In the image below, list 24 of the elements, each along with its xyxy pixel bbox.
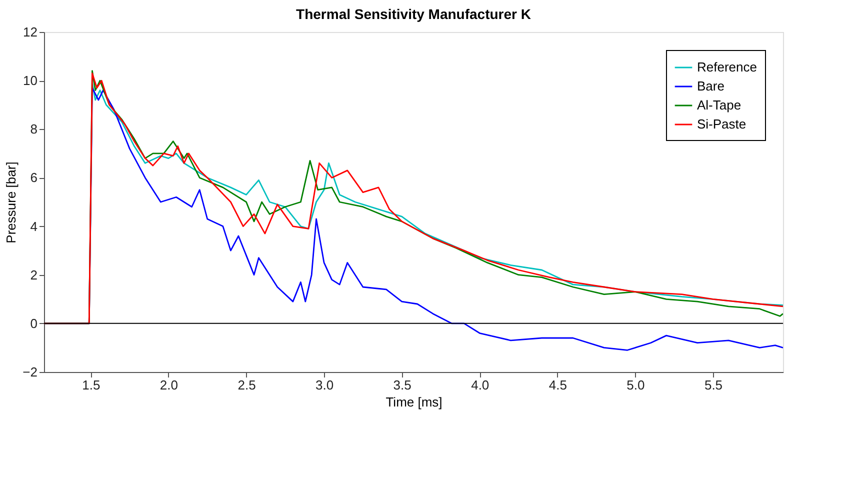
y-tick-label: 6 [30,170,38,186]
y-tick-label: 2 [30,267,38,282]
y-tick-label: 8 [30,122,38,137]
chart-title: Thermal Sensitivity Manufacturer K [296,6,531,22]
y-tick-label: 12 [23,24,38,40]
x-tick-label: 1.5 [82,378,100,392]
x-tick-label: 4.0 [471,378,490,392]
x-tick-label: 2.0 [160,378,178,392]
y-tick-label: 4 [30,218,38,234]
x-axis-title: Time [ms] [386,394,442,410]
legend-label: Reference [697,60,757,74]
x-tick-label: 4.5 [548,378,567,392]
y-tick-label: −2 [22,364,38,380]
legend-label: Si-Paste [697,116,746,132]
y-axis-title: Pressure [bar] [4,162,19,244]
y-tick-label: 10 [23,73,38,88]
x-tick-label: 3.0 [316,378,334,392]
x-tick-label: 2.5 [238,378,256,392]
y-tick-label: 0 [30,316,38,331]
x-tick-label: 5.0 [626,378,645,392]
legend-label: Bare [697,78,724,94]
legend-label: Al-Tape [697,98,742,112]
x-tick-label: 3.5 [393,378,412,392]
x-tick-label: 5.5 [704,378,723,392]
